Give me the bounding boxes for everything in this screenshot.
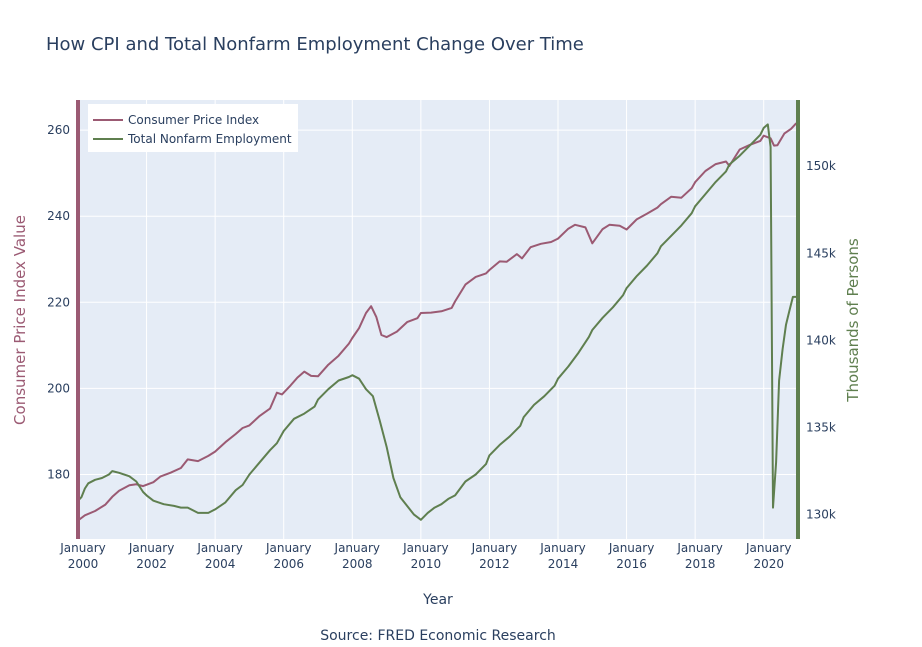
x-axis-title: Year [422, 592, 453, 608]
x-tick-label-year: 2014 [548, 557, 579, 571]
x-tick-label-year: 2018 [685, 557, 716, 571]
x-tick-label-month: January [59, 541, 106, 555]
x-tick-label-month: January [608, 541, 655, 555]
x-tick-label-month: January [539, 541, 586, 555]
x-tick-label-month: January [471, 541, 518, 555]
y-axis-left-title: Consumer Price Index Value [11, 215, 29, 425]
x-tick-label-month: January [676, 541, 723, 555]
x-tick-label-year: 2016 [616, 557, 647, 571]
y-right-tick-label: 130k [806, 508, 836, 522]
y-left-tick-label: 220 [47, 295, 70, 309]
x-tick-label-year: 2008 [342, 557, 373, 571]
plot-area [78, 100, 798, 539]
x-tick-label-month: January [128, 541, 175, 555]
source-note: Source: FRED Economic Research [320, 628, 556, 643]
y-axis-right-title: Thousands of Persons [844, 238, 862, 403]
y-left-tick-label: 240 [47, 209, 70, 223]
grid-layer [77, 100, 798, 539]
x-tick-label-year: 2006 [273, 557, 304, 571]
series-line-cpi [77, 122, 798, 522]
y-left-tick-label: 260 [47, 123, 70, 137]
y-right-tick-label: 140k [806, 333, 836, 347]
x-tick-label-year: 2012 [479, 557, 510, 571]
chart-title: How CPI and Total Nonfarm Employment Cha… [46, 34, 584, 55]
x-tick-label-month: January [265, 541, 312, 555]
x-tick-label-month: January [402, 541, 449, 555]
y-left-tick-label: 200 [47, 381, 70, 395]
x-tick-label-month: January [334, 541, 381, 555]
y-right-tick-label: 135k [806, 421, 836, 435]
y-right-tick-label: 150k [806, 159, 836, 173]
axis-layer: January 2000 January 2002 January 2004 January… [47, 100, 836, 571]
legend-box [88, 104, 298, 152]
y-left-tick-label: 180 [47, 467, 70, 481]
y-right-tick-label: 145k [806, 246, 836, 260]
legend: Consumer Price Index Total Nonfarm Emplo… [88, 104, 298, 152]
x-tick-label-month: January [745, 541, 792, 555]
x-tick-label-year: 2000 [68, 557, 99, 571]
x-tick-label-year: 2002 [136, 557, 167, 571]
series-layer [77, 122, 798, 522]
legend-label-employment: Total Nonfarm Employment [127, 132, 292, 146]
x-tick-label-month: January [196, 541, 243, 555]
legend-label-cpi: Consumer Price Index [128, 113, 259, 127]
x-tick-label-year: 2004 [205, 557, 236, 571]
x-tick-label-year: 2020 [753, 557, 784, 571]
series-line-employment [77, 123, 797, 521]
x-tick-label-year: 2010 [411, 557, 442, 571]
